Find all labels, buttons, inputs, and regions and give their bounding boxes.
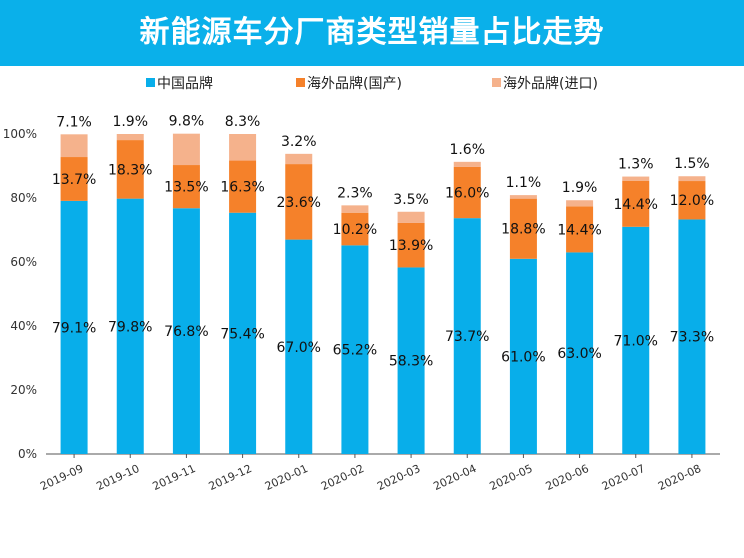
- bar-segment: [397, 211, 425, 223]
- bar-segment: [566, 252, 594, 454]
- data-label: 3.5%: [393, 192, 429, 208]
- bar-segment: [509, 258, 537, 454]
- data-label: 1.3%: [618, 157, 654, 173]
- bar-segment: [509, 195, 537, 199]
- bar-segment: [453, 218, 481, 454]
- x-tick-label: 2020-08: [656, 462, 703, 493]
- bar-segment: [566, 206, 594, 253]
- data-label: 13.7%: [52, 172, 96, 188]
- bar-segment: [285, 164, 313, 240]
- y-tick-label: 60%: [10, 255, 37, 269]
- data-label: 61.0%: [501, 349, 545, 365]
- data-label: 16.3%: [220, 180, 264, 196]
- bar-segment: [116, 134, 144, 141]
- bar-segment: [60, 134, 88, 158]
- x-tick-label: 2020-02: [319, 462, 366, 493]
- data-label: 13.5%: [164, 180, 208, 196]
- data-label: 63.0%: [557, 346, 601, 362]
- data-label: 1.9%: [562, 180, 598, 196]
- y-tick-label: 0%: [18, 447, 37, 461]
- y-tick-label: 20%: [10, 383, 37, 397]
- x-tick-label: 2019-10: [94, 462, 141, 493]
- bar-segment: [453, 161, 481, 167]
- data-label: 18.3%: [108, 162, 152, 178]
- data-label: 10.2%: [333, 222, 377, 238]
- data-label: 76.8%: [164, 324, 208, 340]
- page-title: 新能源车分厂商类型销量占比走势: [139, 15, 605, 50]
- data-label: 79.1%: [52, 320, 96, 336]
- data-label: 8.3%: [225, 114, 261, 130]
- x-tick-label: 2020-07: [600, 462, 647, 493]
- legend-label: 海外品牌(进口): [503, 75, 598, 92]
- data-label: 58.3%: [389, 354, 433, 370]
- legend-label: 海外品牌(国产): [307, 75, 402, 92]
- data-label: 65.2%: [333, 343, 377, 359]
- bar-segment: [678, 176, 706, 182]
- bar-segment: [622, 180, 650, 227]
- data-label: 71.0%: [614, 333, 658, 349]
- bar-segment: [341, 205, 369, 213]
- y-tick-label: 80%: [10, 191, 37, 205]
- bar-segment: [453, 166, 481, 219]
- bar-segment: [285, 153, 313, 165]
- bar-segment: [622, 176, 650, 181]
- x-tick-label: 2020-06: [544, 462, 591, 493]
- data-label: 1.6%: [449, 142, 485, 158]
- bar-segment: [116, 198, 144, 454]
- data-label: 2.3%: [337, 185, 373, 201]
- bar-segment: [397, 222, 425, 268]
- bar-segment: [116, 140, 144, 199]
- bar-segment: [60, 157, 88, 201]
- y-tick-label: 100%: [3, 127, 37, 141]
- data-label: 1.9%: [112, 114, 148, 130]
- data-label: 79.8%: [108, 319, 152, 335]
- y-tick-label: 40%: [10, 319, 37, 333]
- data-label: 7.1%: [56, 114, 92, 130]
- data-label: 16.0%: [445, 186, 489, 202]
- data-label: 75.4%: [220, 326, 264, 342]
- x-tick-label: 2020-05: [488, 462, 535, 493]
- bar-segment: [229, 160, 257, 213]
- data-label: 13.9%: [389, 238, 433, 254]
- x-tick-label: 2019-11: [151, 462, 198, 493]
- bar-segment: [678, 219, 706, 454]
- x-tick-label: 2020-04: [431, 462, 478, 493]
- legend-swatch: [296, 78, 305, 87]
- data-label: 9.8%: [169, 114, 205, 130]
- legend-label: 中国品牌: [157, 75, 213, 92]
- x-tick-label: 2020-03: [375, 462, 422, 493]
- bar-segment: [341, 212, 369, 246]
- x-tick-label: 2019-09: [38, 462, 85, 493]
- data-label: 1.1%: [506, 175, 542, 191]
- bar-segment: [229, 212, 257, 454]
- bar-segment: [285, 239, 313, 454]
- bar-segment: [678, 181, 706, 220]
- data-label: 73.7%: [445, 329, 489, 345]
- data-label: 14.4%: [557, 222, 601, 238]
- title-banner: [0, 0, 744, 66]
- bar-segment: [622, 226, 650, 454]
- bar-segment: [397, 267, 425, 454]
- bar-segment: [341, 245, 369, 454]
- data-label: 14.4%: [614, 197, 658, 213]
- bar-segment: [566, 200, 594, 207]
- x-tick-label: 2019-12: [207, 462, 254, 493]
- legend-swatch: [146, 78, 155, 87]
- data-label: 1.5%: [674, 156, 710, 172]
- bar-segment: [229, 134, 257, 161]
- data-label: 73.3%: [670, 330, 714, 346]
- data-label: 12.0%: [670, 193, 714, 209]
- data-label: 3.2%: [281, 134, 317, 150]
- x-tick-label: 2020-01: [263, 462, 310, 493]
- bar-segment: [60, 200, 88, 454]
- data-label: 23.6%: [277, 195, 321, 211]
- data-label: 18.8%: [501, 222, 545, 238]
- bar-segment: [509, 198, 537, 259]
- legend-swatch: [492, 78, 501, 87]
- data-label: 67.0%: [277, 340, 321, 356]
- bar-segment: [172, 165, 200, 209]
- bar-segment: [172, 133, 200, 166]
- bar-segment: [172, 208, 200, 454]
